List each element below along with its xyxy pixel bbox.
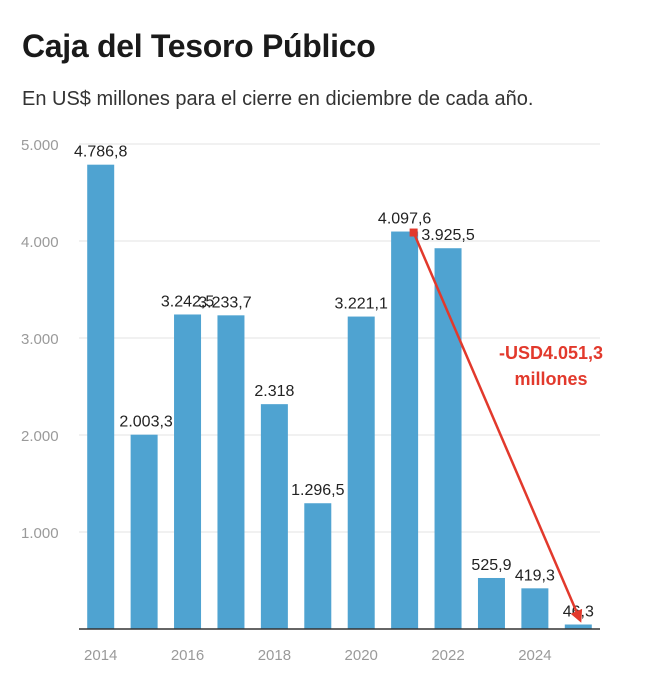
data-label: 419,3 [515,567,555,584]
data-label: 1.296,5 [291,482,344,499]
data-label: 3.221,1 [335,296,388,313]
bar [130,434,158,629]
data-label: 4.786,8 [74,144,127,161]
chart-title: Caja del Tesoro Público [22,28,376,64]
bar [521,588,549,629]
x-tick-label: 2022 [431,647,464,664]
bar [477,577,505,629]
y-tick-label: 5.000 [21,137,59,154]
data-label: 3.233,7 [198,294,251,311]
bar [564,624,592,629]
grid-lines [79,143,600,533]
x-tick-label: 2016 [171,647,204,664]
annotation-text: millones [514,369,587,389]
drop-arrow [412,232,583,623]
data-label: 3.925,5 [421,227,474,244]
x-tick-label: 2020 [345,647,378,664]
y-tick-label: 2.000 [21,428,59,445]
annotation-text: -USD4.051,3 [499,343,603,363]
annotation: -USD4.051,3 millones [409,228,603,623]
bar [304,503,332,629]
bar [87,164,115,629]
data-label: 3.242,5 [161,293,214,310]
bar [217,315,245,629]
bar [391,231,419,629]
bar [347,316,375,629]
y-tick-label: 3.000 [21,331,59,348]
bar [260,404,288,629]
x-tick-label: 2018 [258,647,291,664]
y-tick-label: 4.000 [21,234,59,251]
data-label: 2.318 [254,383,294,400]
x-tick-label: 2014 [84,647,117,664]
chart-subtitle: En US$ millones para el cierre en diciem… [22,88,534,110]
bar [174,314,202,629]
bar [434,248,462,629]
data-label: 525,9 [471,557,511,574]
data-label: 4.097,6 [378,211,431,228]
data-label: 2.003,3 [119,414,172,431]
x-tick-label: 2024 [518,647,551,664]
data-labels: 4.786,8 2.003,3 3.242,53.233,7 2.318 1.296,5… [74,144,594,621]
y-tick-label: 1.000 [21,525,59,542]
bars [87,164,592,629]
axes: 1.000 2.000 3.000 4.000 5.000 2014 2016 2018 202… [21,137,600,664]
